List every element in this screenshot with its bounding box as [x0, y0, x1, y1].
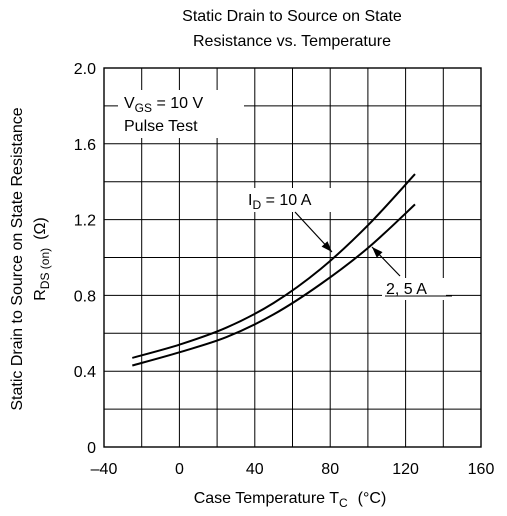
id-value: = 10 A	[261, 192, 312, 209]
y-tick-label: 0.4	[74, 364, 96, 381]
x-tick-label: 0	[175, 461, 184, 478]
id-subscript: D	[252, 198, 261, 212]
series-label-10a-background	[244, 188, 336, 212]
rds-unit: (Ω)	[32, 217, 49, 240]
rds-symbol: R	[32, 289, 49, 301]
vgs-subscript: GS	[135, 101, 152, 115]
y-tick-label: 2.0	[74, 61, 96, 78]
x-tick-label: 80	[321, 461, 339, 478]
id-symbol: I	[248, 192, 252, 209]
x-tick-label: –40	[91, 461, 118, 478]
chart-title-line-1: Static Drain to Source on State	[182, 8, 402, 25]
x-tick-labels: –40 0 40 80 120 160	[91, 461, 495, 478]
vgs-value: = 10 V	[152, 95, 203, 112]
series-label-2-5a: 2, 5 A	[382, 278, 446, 300]
x-tick-label: 40	[246, 461, 264, 478]
x-tick-label: 160	[468, 461, 495, 478]
conditions-background	[118, 90, 244, 138]
y-tick-label: 0	[87, 440, 96, 457]
y-axis-label-line-1: Static Drain to Source on State Resistan…	[9, 107, 26, 410]
series-line-id-10a	[132, 173, 416, 359]
arrow-2-5a-head	[372, 247, 383, 258]
chart-title-line-2: Resistance vs. Temperature	[193, 33, 391, 50]
pulse-test-label: Pulse Test	[124, 118, 198, 135]
series-label-2-5a-text: 2, 5 A	[386, 281, 427, 298]
vgs-symbol: V	[124, 95, 135, 112]
y-tick-label: 1.2	[74, 213, 96, 230]
series-label-10a: ID = 10 A	[244, 188, 336, 212]
series-label-10a-text: ID = 10 A	[248, 192, 312, 212]
x-axis-label-subscript: C	[339, 496, 348, 510]
series-layer	[132, 173, 416, 367]
y-tick-label: 1.6	[74, 137, 96, 154]
y-tick-label: 0.8	[74, 288, 96, 305]
plot-frame	[103, 67, 482, 448]
x-axis-label-text: Case Temperature T	[194, 490, 339, 507]
vgs-condition: VGS = 10 V	[124, 95, 203, 115]
label-arrows	[294, 211, 452, 297]
series-label-2-5a-background	[382, 278, 446, 300]
series-line-id-2-5a	[132, 203, 416, 367]
arrow-10a-head	[321, 241, 332, 252]
rds-subscript: DS (on)	[38, 248, 52, 289]
conditions-box: VGS = 10 V Pulse Test	[118, 90, 244, 138]
x-tick-label: 120	[392, 461, 419, 478]
x-axis-label: Case Temperature TC (°C)	[194, 490, 387, 510]
y-axis-label-line-2: RDS (on) (Ω)	[32, 217, 52, 301]
x-axis-label-unit: (°C)	[358, 490, 387, 507]
y-tick-labels: 0 0.4 0.8 1.2 1.6 2.0	[74, 61, 96, 457]
